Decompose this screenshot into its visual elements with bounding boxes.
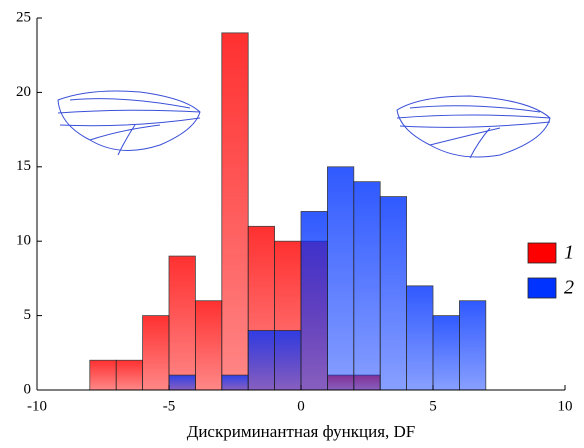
x-tick-label: -10	[27, 398, 47, 414]
y-tick-label: 25	[16, 9, 31, 25]
legend-swatch	[528, 278, 556, 298]
legend-swatch	[528, 243, 556, 263]
bar	[116, 360, 142, 390]
x-tick-label: 0	[297, 398, 305, 414]
chart: Дискриминантная функция, DF 0510152025-1…	[0, 0, 584, 443]
bar	[90, 360, 116, 390]
bar	[248, 330, 274, 390]
bar	[301, 211, 327, 390]
bar	[169, 375, 195, 390]
bar	[195, 301, 221, 390]
y-tick-label: 15	[16, 158, 31, 174]
bar	[407, 286, 433, 390]
x-tick-label: 10	[558, 398, 573, 414]
bar	[433, 316, 459, 390]
bar	[327, 167, 353, 390]
bar	[459, 301, 485, 390]
bar	[143, 316, 169, 390]
legend-label: 1	[564, 242, 574, 264]
bar	[169, 256, 195, 390]
wing-left	[58, 91, 200, 155]
wing-right	[397, 96, 550, 158]
legend-label: 2	[564, 277, 574, 299]
y-tick-label: 0	[24, 381, 32, 397]
bar	[275, 330, 301, 390]
bar	[380, 197, 406, 390]
bar	[354, 182, 380, 390]
x-tick-label: 5	[429, 398, 437, 414]
bar	[222, 375, 248, 390]
bar	[222, 33, 248, 390]
y-tick-label: 10	[16, 233, 31, 249]
y-tick-label: 5	[24, 307, 32, 323]
x-axis-label: Дискриминантная функция, DF	[187, 422, 416, 441]
x-tick-label: -5	[163, 398, 176, 414]
y-tick-label: 20	[16, 84, 31, 100]
